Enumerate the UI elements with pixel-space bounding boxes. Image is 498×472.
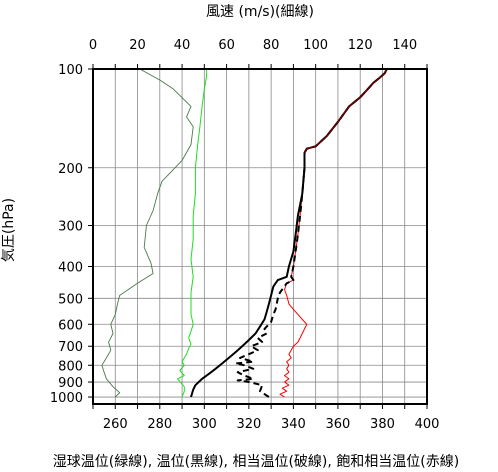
left-axis-title: 気圧(hPa) xyxy=(1,198,17,262)
bottom-tick-label: 260 xyxy=(103,417,128,432)
top-tick-label: 0 xyxy=(89,38,97,53)
bottom-tick-label: 300 xyxy=(192,417,217,432)
series-line-theta-es-upper xyxy=(303,69,388,153)
top-tick-label: 60 xyxy=(218,38,235,53)
series-line-theta-e xyxy=(234,69,388,398)
grid xyxy=(92,68,428,404)
top-tick-label: 140 xyxy=(392,38,417,53)
series-line-theta xyxy=(190,69,388,398)
y-tick-label: 400 xyxy=(58,261,83,276)
y-tick-label: 1000 xyxy=(50,391,83,406)
bottom-tick-label: 320 xyxy=(236,417,261,432)
bottom-tick-label: 400 xyxy=(415,417,440,432)
y-tick-label: 800 xyxy=(58,359,83,374)
y-tick-label: 700 xyxy=(58,340,83,355)
bottom-tick-label: 360 xyxy=(326,417,351,432)
y-tick-label: 200 xyxy=(58,162,83,177)
top-tick-label: 20 xyxy=(129,38,146,53)
top-axis-title: 風速 (m/s)(細線) xyxy=(206,4,314,20)
y-tick-label: 600 xyxy=(58,318,83,333)
tick-labels: 260 280 300 320 340 360 380 400 0 20 40 60 80 100 120 1… xyxy=(50,38,440,432)
top-tick-label: 100 xyxy=(303,38,328,53)
y-tick-label: 100 xyxy=(58,63,83,78)
y-tick-label: 500 xyxy=(58,292,83,307)
bottom-tick-label: 340 xyxy=(281,417,306,432)
series-group xyxy=(101,69,388,398)
top-tick-label: 40 xyxy=(174,38,191,53)
bottom-tick-label: 280 xyxy=(147,417,172,432)
series-line-wind xyxy=(101,69,194,398)
bottom-axis-title: 湿球温位(緑線), 温位(黒線), 相当温位(破線), 飽和相当温位(赤線) xyxy=(53,453,459,470)
top-tick-label: 120 xyxy=(348,38,373,53)
series-line-wet-bulb xyxy=(177,69,208,398)
top-tick-label: 80 xyxy=(263,38,280,53)
plot-frame xyxy=(92,68,428,405)
y-tick-label: 900 xyxy=(58,376,83,391)
y-tick-label: 300 xyxy=(58,220,83,235)
bottom-tick-label: 380 xyxy=(370,417,395,432)
